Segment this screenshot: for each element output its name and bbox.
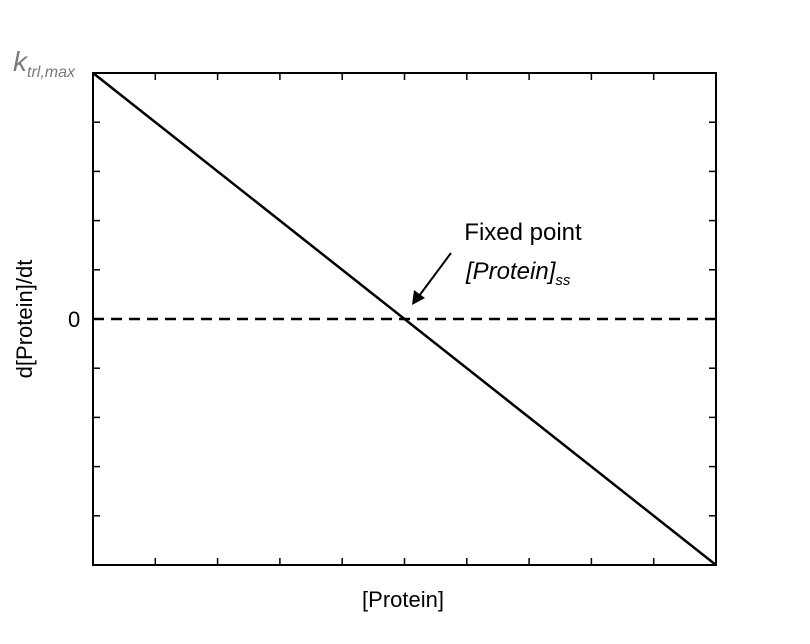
annotation-line2: [Protein]ss [465, 258, 571, 289]
y-axis-label: d[Protein]/dt [12, 260, 37, 379]
annotation-line2-main: [Protein] [465, 258, 557, 285]
zero-label: 0 [68, 307, 80, 332]
plot-frame [92, 72, 717, 566]
annotation-line1: Fixed point [464, 219, 582, 246]
annotation-arrow-head [412, 290, 425, 305]
annotation-arrow-shaft [418, 252, 452, 297]
series-group [92, 72, 717, 566]
x-axis-label: [Protein] [362, 587, 444, 612]
y-top-label-subscript: trl,max [27, 64, 76, 81]
annotation-line2-sub: ss [555, 272, 571, 289]
y-top-label: ktrl,max [13, 46, 76, 81]
y-top-label-k: k [13, 46, 29, 77]
